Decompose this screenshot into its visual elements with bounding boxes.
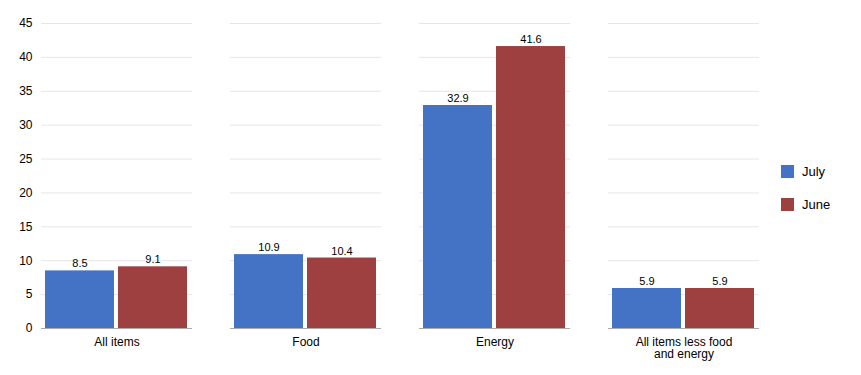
svg-text:5.9: 5.9 bbox=[712, 275, 727, 287]
svg-text:8.5: 8.5 bbox=[72, 257, 87, 269]
svg-text:Food: Food bbox=[292, 335, 319, 349]
html-text:June: June bbox=[802, 196, 831, 212]
svg-text:41.6: 41.6 bbox=[520, 33, 541, 45]
svg-text:20: 20 bbox=[19, 185, 33, 199]
svg-text:10: 10 bbox=[19, 253, 33, 267]
svg-text:15: 15 bbox=[19, 219, 33, 233]
svg-text:Energy: Energy bbox=[476, 335, 514, 349]
svg-text:All items: All items bbox=[94, 335, 139, 349]
svg-text:5: 5 bbox=[26, 287, 33, 301]
svg-text:30: 30 bbox=[19, 118, 33, 132]
svg-text:0: 0 bbox=[26, 321, 33, 335]
svg-text:5.9: 5.9 bbox=[639, 275, 654, 287]
svg-text:10.4: 10.4 bbox=[331, 244, 352, 256]
svg-text:25: 25 bbox=[19, 151, 33, 165]
svg-text:35: 35 bbox=[19, 84, 33, 98]
svg-text:10.9: 10.9 bbox=[258, 241, 279, 253]
svg-text:9.1: 9.1 bbox=[145, 253, 160, 265]
html-text:July: July bbox=[802, 163, 826, 179]
svg-text:32.9: 32.9 bbox=[447, 92, 468, 104]
svg-text:45: 45 bbox=[19, 16, 33, 30]
svg-text:All items less foodand energy: All items less foodand energy bbox=[636, 335, 733, 361]
svg-text:40: 40 bbox=[19, 50, 33, 64]
